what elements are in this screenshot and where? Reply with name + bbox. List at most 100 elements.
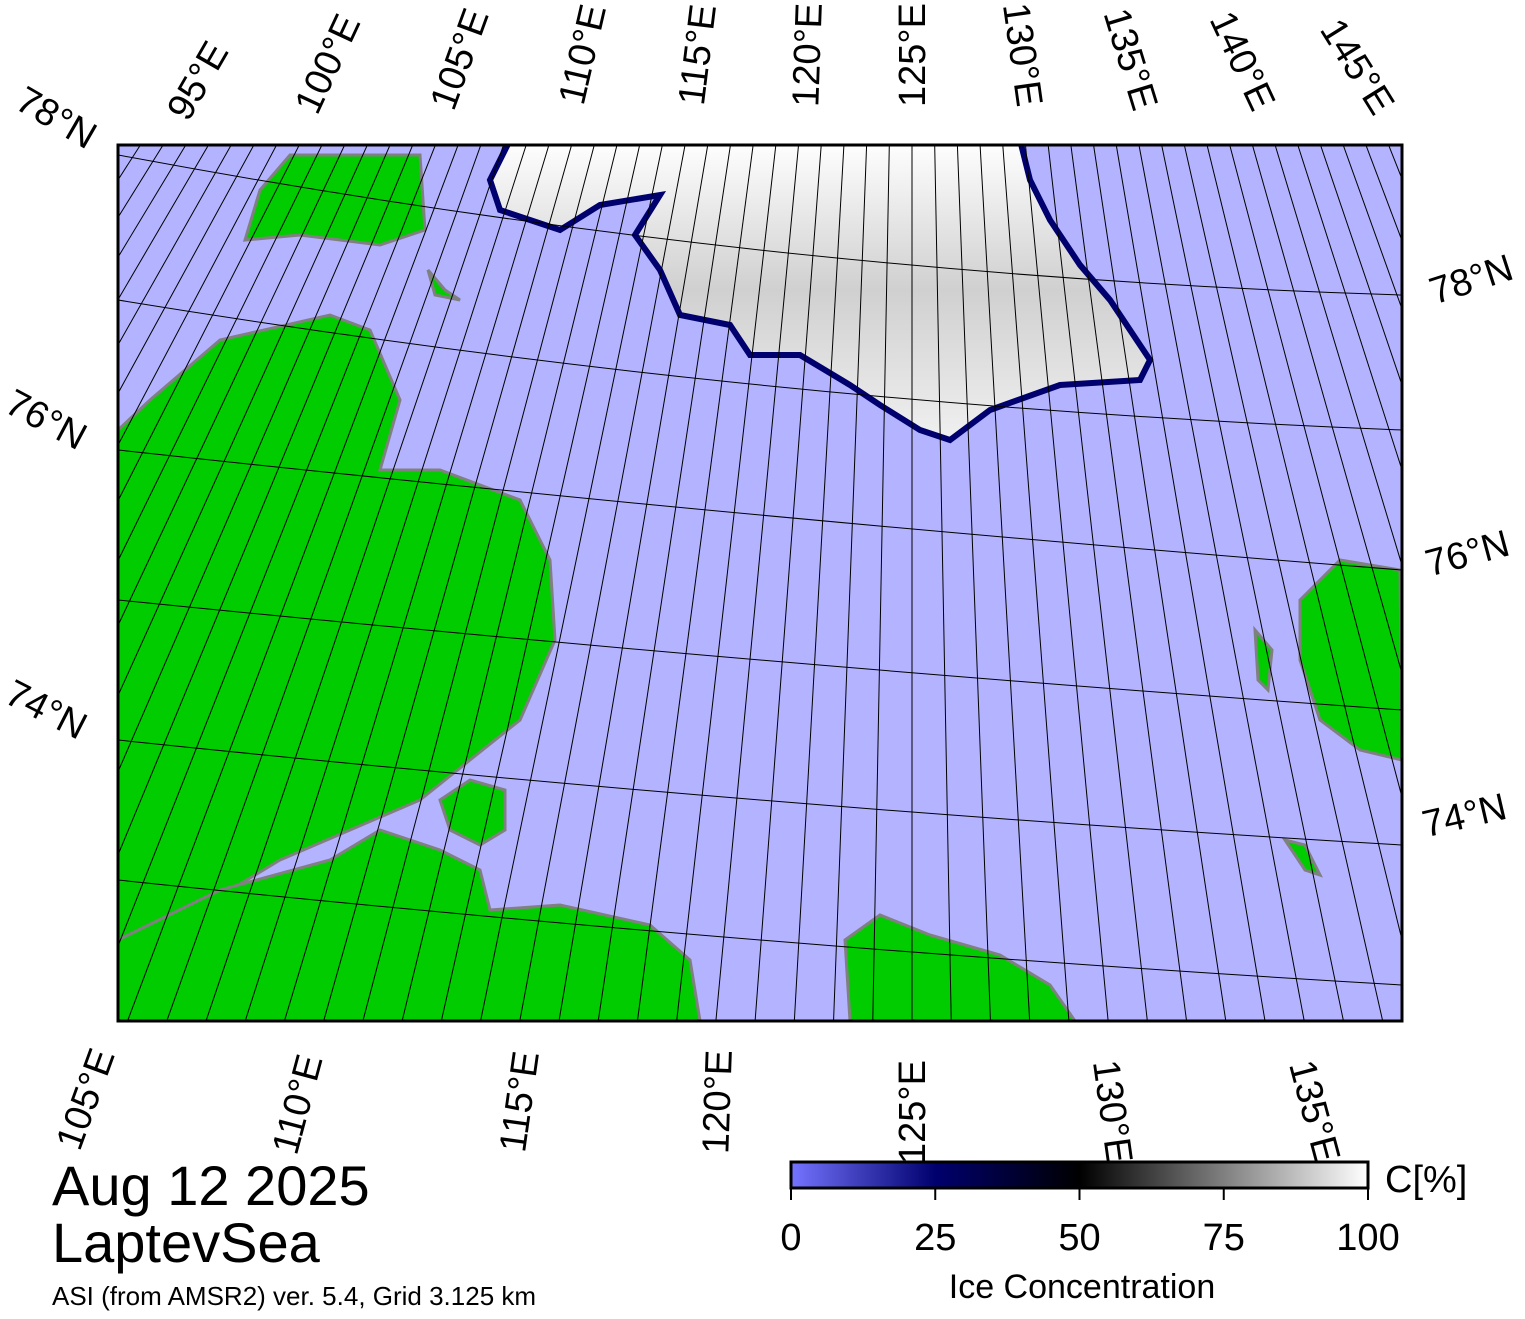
coordinate-label: 130°E (1084, 1057, 1140, 1166)
meridian (1319, 145, 1402, 387)
coordinate-label: 76°N (1421, 523, 1514, 586)
coordinate-label: 140°E (1201, 5, 1283, 117)
meridian (118, 145, 391, 774)
meridian (118, 145, 436, 948)
meridian (597, 145, 731, 1021)
meridian (793, 145, 845, 1021)
meridian (118, 145, 414, 857)
parallel (118, 739, 1402, 846)
colorbar (789, 1160, 1370, 1190)
coordinate-label: 135°E (1095, 4, 1166, 116)
coordinate-label: 74°N (0, 672, 93, 748)
coordinate-label: 120°E (785, 2, 831, 107)
meridian (283, 145, 550, 1021)
region: LaptevSea (52, 1211, 321, 1274)
meridian (0, 140, 53, 1025)
colorbar-label: Ice Concentration (949, 1268, 1216, 1306)
meridian (1229, 145, 1402, 800)
graticule (0, 140, 1402, 1025)
colorbar-tick-label: 0 (780, 1217, 801, 1259)
coordinate-label: 125°E (892, 1060, 934, 1164)
meridian (440, 145, 641, 1021)
meridian (636, 145, 754, 1021)
map-frame (116, 143, 1404, 1023)
coordinate-label: 130°E (994, 0, 1050, 109)
meridian (205, 145, 505, 1021)
meridian (934, 145, 952, 1021)
meridian (1297, 145, 1402, 472)
colorbar-unit: C[%] (1385, 1159, 1467, 1201)
colorbar-tick-label: 75 (1203, 1217, 1245, 1259)
meridian (480, 145, 663, 1021)
coordinate-label: 120°E (695, 1049, 741, 1154)
meridian (1115, 145, 1266, 1021)
colorbar-tick-label: 25 (914, 1217, 956, 1259)
meridian (1093, 145, 1227, 1021)
meridian (0, 140, 8, 1025)
meridian (118, 145, 323, 562)
meridian (118, 145, 300, 502)
meridian (1024, 145, 1109, 1021)
meridian (0, 140, 76, 1025)
coordinate-label: 115°E (671, 2, 725, 107)
coordinate-label: 78°N (9, 79, 104, 158)
meridian (118, 145, 119, 146)
map-body (0, 140, 1402, 1025)
coordinate-label: 105°E (423, 3, 498, 115)
coordinate-label: 76°N (0, 382, 93, 459)
meridian (1047, 145, 1148, 1021)
meridian (0, 140, 31, 1025)
coordinate-label: 95°E (159, 35, 237, 128)
colorbar-tick-label: 100 (1336, 1217, 1399, 1259)
meridian (1206, 145, 1402, 942)
meridian (1161, 145, 1344, 1021)
coordinate-label: 110°E (551, 1, 615, 109)
meridian (1070, 145, 1188, 1021)
coordinate-label: 145°E (1311, 12, 1402, 122)
meridian (118, 145, 346, 627)
source: ASI (from AMSR2) ver. 5.4, Grid 3.125 km (52, 1281, 536, 1311)
meridian (166, 145, 482, 1021)
coordinate-label: 125°E (892, 3, 934, 107)
coordinate-label: 135°E (1280, 1056, 1347, 1167)
parallel (118, 154, 1402, 296)
meridian (715, 145, 800, 1021)
meridian (558, 145, 709, 1021)
meridian (1138, 145, 1305, 1021)
meridian (833, 145, 868, 1021)
date: Aug 12 2025 (52, 1154, 370, 1217)
meridian (118, 145, 232, 346)
meridian (323, 145, 573, 1021)
meridian (1251, 145, 1402, 676)
parallel (118, 879, 1402, 986)
meridian (401, 145, 618, 1021)
meridian (118, 145, 368, 697)
coordinate-label: 74°N (1418, 786, 1510, 846)
coordinate-label: 100°E (287, 8, 369, 120)
coordinate-label: 110°E (265, 1050, 332, 1159)
meridian (1274, 145, 1402, 568)
meridian (118, 145, 255, 395)
meridian (0, 140, 98, 1025)
meridian (979, 145, 1031, 1021)
parallel (118, 449, 1402, 571)
meridian (126, 145, 459, 1021)
meridian (118, 145, 278, 447)
meridian (676, 145, 777, 1021)
meridian (118, 145, 210, 301)
meridian (1342, 145, 1402, 311)
meridian (754, 145, 822, 1021)
meridian (872, 145, 890, 1021)
meridian (244, 145, 527, 1021)
parallel (118, 299, 1402, 431)
meridian (956, 145, 991, 1021)
meridian (519, 145, 686, 1021)
coordinate-label: 78°N (1425, 247, 1519, 313)
coordinate-label: 115°E (492, 1049, 548, 1155)
meridian (362, 145, 595, 1021)
colorbar-tick-label: 50 (1058, 1217, 1100, 1259)
colorbar-ticks: 0 25 50 75 100 (780, 1188, 1400, 1259)
meridian (1002, 145, 1070, 1021)
parallel (118, 599, 1402, 711)
